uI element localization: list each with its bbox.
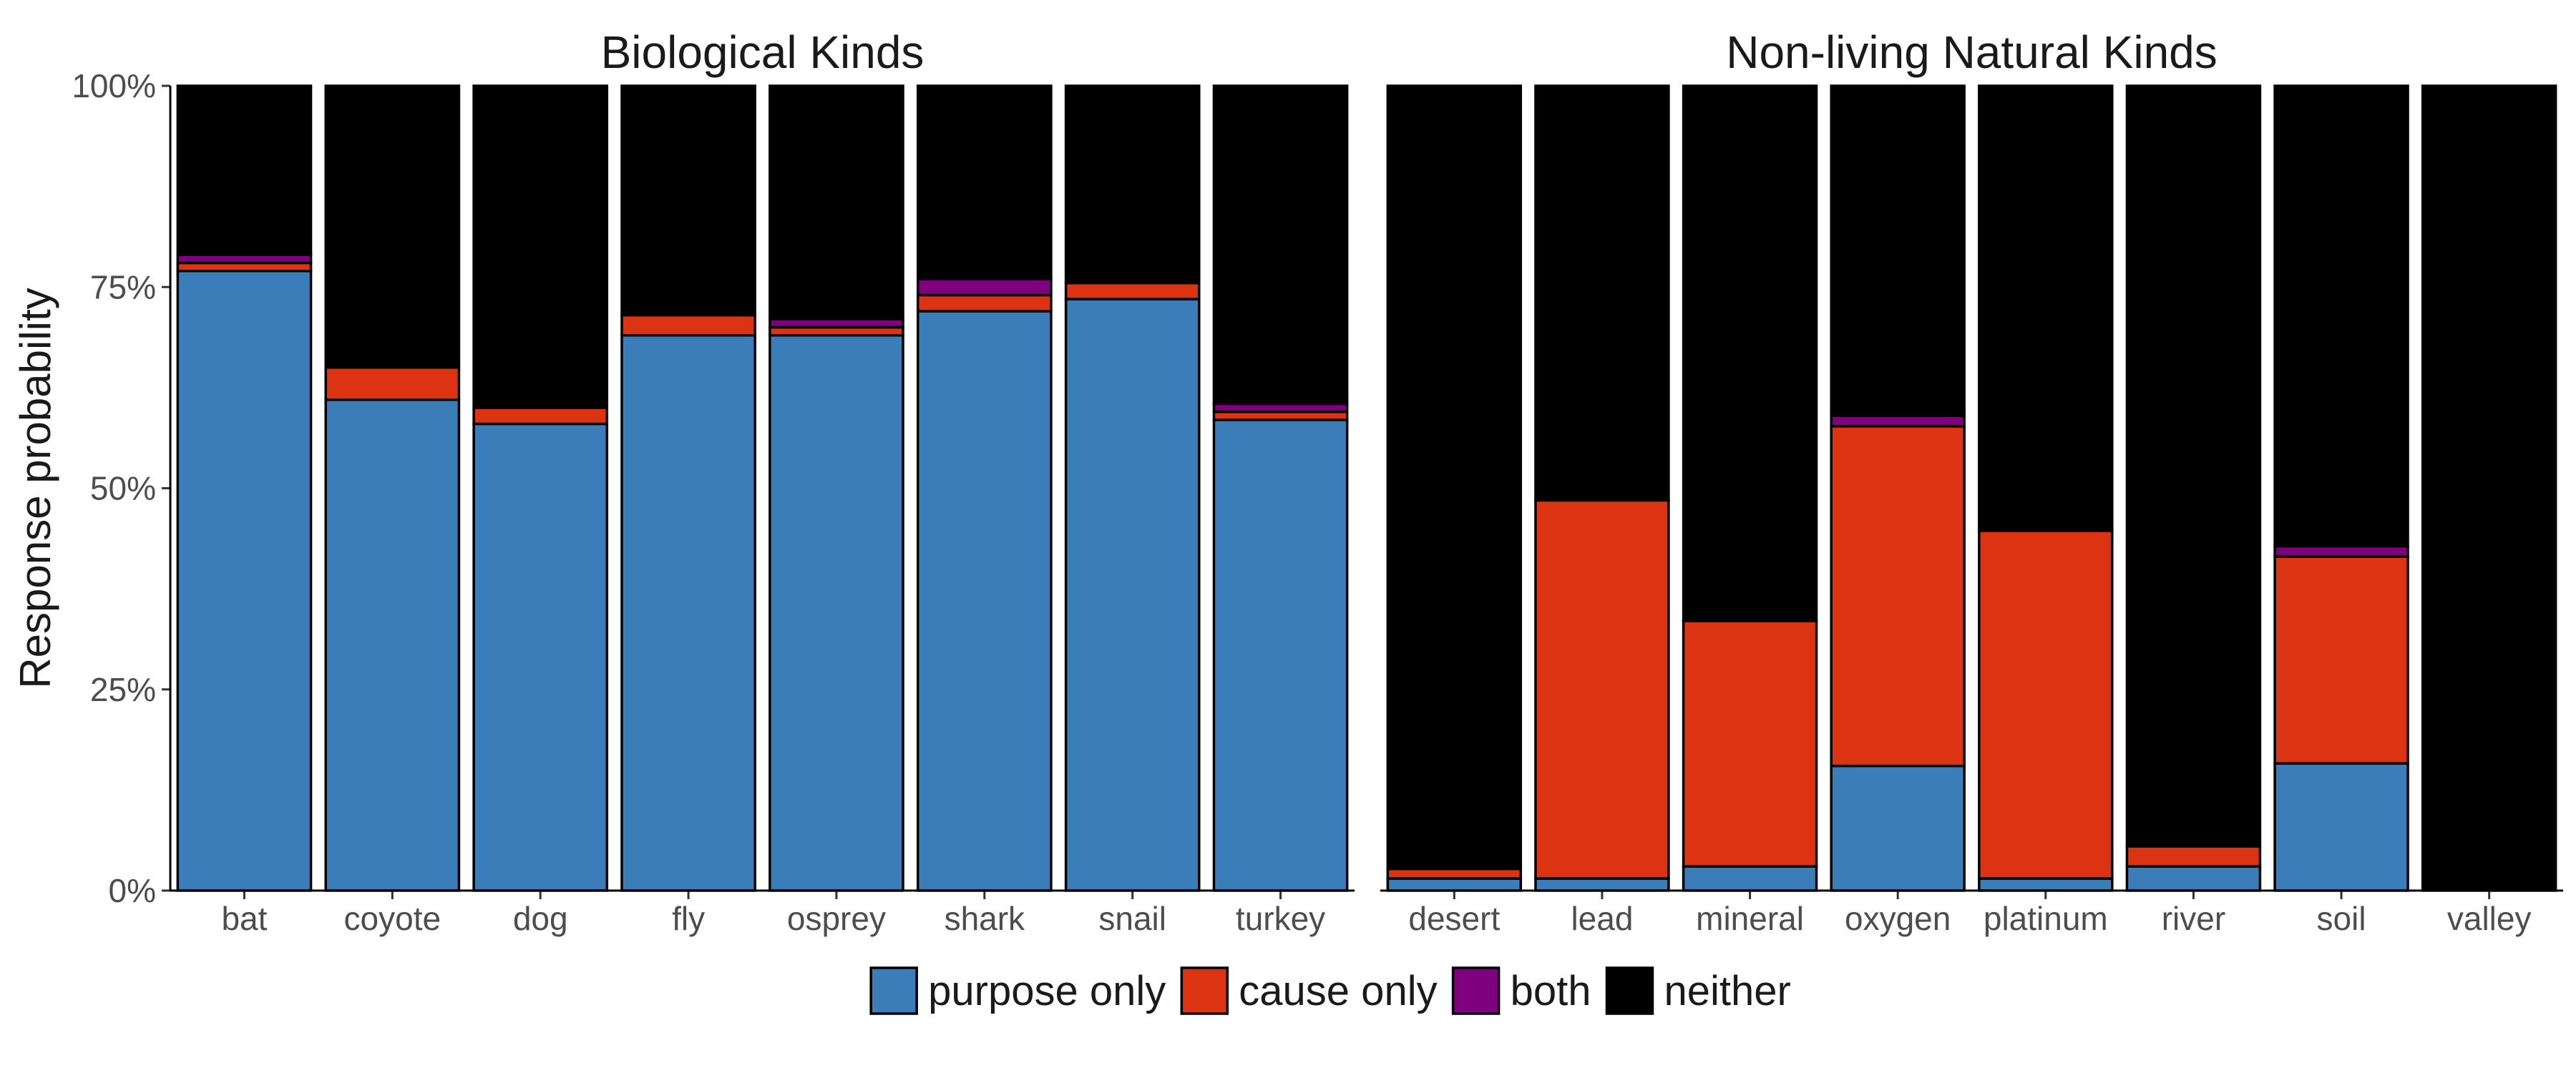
bar-segment-dog-purpose-only: [472, 422, 609, 892]
bar-segment-coyote-purpose-only: [324, 398, 461, 892]
legend-swatch-cause-only: [1180, 966, 1229, 1015]
legend: purpose only cause only both neither: [869, 966, 1791, 1015]
bar-segment-oxygen-both: [1830, 414, 1966, 428]
bar-segment-turkey-neither: [1212, 84, 1349, 406]
bar-segment-snail-neither: [1064, 84, 1201, 285]
x-tick-label: dog: [513, 900, 568, 937]
x-tick-label: valley: [2447, 900, 2532, 937]
bar-segment-oxygen-purpose-only: [1830, 764, 1966, 892]
panel-0: Biological Kinds bat coyote dog fly osprey sha…: [170, 26, 1355, 937]
legend-label: neither: [1664, 968, 1790, 1014]
y-axis-title: Response probability: [11, 288, 59, 688]
panel-title: Biological Kinds: [601, 26, 924, 78]
legend-swatch-neither: [1605, 966, 1654, 1015]
x-tick-label: soil: [2317, 900, 2366, 937]
bar-segment-bat-neither: [176, 84, 313, 256]
bar-segment-desert-cause-only: [1386, 867, 1523, 880]
panels: Biological Kinds bat coyote dog fly osprey sha…: [170, 26, 2563, 937]
bar-segment-turkey-purpose-only: [1212, 418, 1349, 892]
bar-segment-lead-cause-only: [1534, 499, 1670, 880]
bar-segment-mineral-purpose-only: [1682, 865, 1818, 892]
bar-segment-desert-purpose-only: [1386, 877, 1523, 892]
x-tick-label: oxygen: [1845, 900, 1951, 937]
x-tick-label: fly: [672, 900, 705, 937]
bar-segment-fly-cause-only: [620, 313, 756, 337]
bar-segment-dog-cause-only: [472, 406, 609, 426]
bar-segment-lead-neither: [1534, 84, 1670, 502]
y-tick-label: 100%: [72, 67, 156, 104]
bar-segment-bat-purpose-only: [176, 270, 313, 892]
y-tick-label: 0%: [109, 872, 156, 909]
bar-segment-soil-both: [2273, 544, 2409, 558]
bar-segment-mineral-cause-only: [1682, 619, 1818, 868]
y-tick-label: 25%: [90, 671, 156, 708]
legend-label: both: [1511, 968, 1591, 1014]
bar-segment-mineral-neither: [1682, 84, 1818, 622]
bar-segment-dog-neither: [472, 84, 609, 409]
x-tick-label: snail: [1098, 900, 1166, 937]
bar-segment-desert-neither: [1386, 84, 1523, 871]
bar-segment-shark-purpose-only: [916, 310, 1053, 892]
bar-segment-snail-cause-only: [1064, 281, 1201, 300]
bar-segment-oxygen-cause-only: [1830, 425, 1966, 768]
x-tick-label: bat: [221, 900, 267, 937]
bar-segment-snail-purpose-only: [1064, 298, 1201, 892]
y-tick-label: 50%: [90, 470, 156, 507]
x-tick-label: osprey: [787, 900, 886, 937]
x-tick-label: mineral: [1696, 900, 1804, 937]
bar-segment-shark-both: [916, 278, 1053, 297]
bar-segment-lead-purpose-only: [1534, 877, 1670, 892]
legend-swatch-purpose-only: [869, 966, 918, 1015]
bar-segment-shark-neither: [916, 84, 1053, 280]
legend-label: purpose only: [928, 968, 1166, 1014]
panel-1: Non-living Natural Kinds desert lead minera…: [1380, 26, 2563, 937]
y-axis: 0% 25% 50% 75% 100%: [72, 67, 172, 909]
bar-segment-fly-purpose-only: [620, 334, 756, 892]
bar-segment-soil-neither: [2273, 84, 2409, 548]
bar-segment-fly-neither: [620, 84, 756, 317]
bar-segment-soil-purpose-only: [2273, 762, 2409, 892]
bar-segment-coyote-neither: [324, 84, 461, 369]
bar-segment-shark-cause-only: [916, 293, 1053, 313]
bar-segment-osprey-neither: [769, 84, 904, 320]
x-tick-label: desert: [1408, 900, 1500, 937]
bar-segment-coyote-cause-only: [324, 366, 461, 401]
x-tick-label: shark: [945, 900, 1025, 937]
bar-segment-valley-neither: [2421, 84, 2557, 892]
bar-segment-river-cause-only: [2125, 845, 2262, 868]
x-tick-label: turkey: [1236, 900, 1325, 937]
panel-title: Non-living Natural Kinds: [1726, 26, 2218, 78]
bar-segment-platinum-purpose-only: [1978, 877, 2114, 892]
bar-segment-river-neither: [2125, 84, 2262, 848]
legend-swatch-both: [1451, 966, 1501, 1015]
bar-segment-river-purpose-only: [2125, 865, 2262, 892]
x-tick-label: coyote: [344, 900, 441, 937]
bar-segment-oxygen-neither: [1830, 84, 1966, 417]
bar-segment-platinum-neither: [1978, 84, 2114, 532]
bar-segment-osprey-purpose-only: [769, 334, 904, 892]
bar-segment-platinum-cause-only: [1978, 529, 2114, 880]
legend-label: cause only: [1239, 968, 1437, 1014]
bar-segment-soil-cause-only: [2273, 555, 2409, 765]
x-tick-label: platinum: [1984, 900, 2108, 937]
y-tick-label: 75%: [90, 268, 156, 305]
x-tick-label: river: [2162, 900, 2225, 937]
x-tick-label: lead: [1571, 900, 1633, 937]
